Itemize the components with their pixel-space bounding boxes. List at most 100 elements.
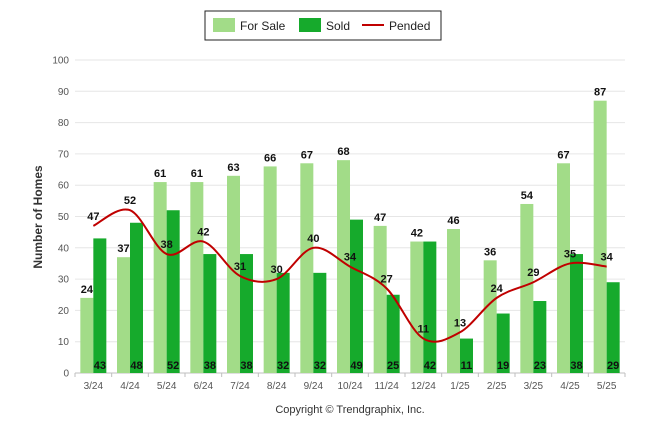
bar-sold: [276, 272, 290, 373]
y-tick-label: 80: [58, 118, 70, 129]
bar-sold: [350, 219, 363, 373]
x-tick-label: 5/25: [597, 381, 617, 392]
y-tick-label: 20: [58, 306, 70, 317]
y-tick-label: 70: [58, 149, 70, 160]
data-label-for-sale: 54: [521, 190, 534, 202]
bar-for-sale: [190, 182, 204, 373]
x-tick-label: 6/24: [194, 381, 214, 392]
data-label-pended: 34: [601, 252, 614, 264]
data-label-for-sale: 68: [337, 146, 349, 158]
pended-line: [92, 208, 607, 343]
data-label-for-sale: 67: [301, 149, 313, 161]
bar-sold: [166, 210, 180, 373]
bar-sold: [313, 272, 327, 373]
y-tick-label: 60: [58, 181, 70, 192]
bar-for-sale: [410, 241, 424, 373]
data-label-pended: 52: [124, 195, 136, 207]
bar-for-sale: [593, 100, 607, 373]
bar-sold: [570, 254, 583, 373]
data-label-sold: 52: [167, 360, 179, 372]
x-tick-label: 11/24: [375, 381, 400, 392]
x-tick-label: 5/24: [157, 381, 177, 392]
x-tick-label: 3/25: [524, 381, 544, 392]
y-axis: 0 10 20 30 40 50 60 70 80 90 100: [52, 56, 69, 380]
data-label-pended: 30: [271, 264, 283, 276]
y-tick-label: 100: [52, 56, 69, 67]
data-label-sold: 32: [314, 360, 326, 372]
legend-label-sold: Sold: [326, 19, 350, 33]
y-tick-label: 50: [58, 212, 70, 223]
x-tick-label: 12/24: [411, 381, 436, 392]
data-label-for-sale: 63: [227, 162, 239, 174]
data-label-for-sale: 66: [264, 152, 276, 164]
data-label-sold: 42: [424, 360, 436, 372]
x-tick-label: 7/24: [230, 381, 250, 392]
data-label-sold: 38: [240, 360, 252, 372]
bar-for-sale: [300, 163, 314, 373]
data-label-for-sale: 46: [447, 215, 459, 227]
x-tick-label: 9/24: [304, 381, 324, 392]
data-label-pended: 40: [307, 233, 319, 245]
legend-swatch-for-sale: [213, 18, 235, 32]
bar-for-sale: [153, 182, 167, 373]
y-axis-title: Number of Homes: [31, 165, 45, 269]
data-label-for-sale: 67: [557, 149, 569, 161]
legend-label-pended: Pended: [389, 19, 430, 33]
data-label-pended: 34: [344, 252, 357, 264]
data-label-pended: 27: [381, 273, 393, 285]
bar-for-sale: [337, 160, 350, 373]
x-tick-label: 2/25: [487, 381, 507, 392]
data-label-for-sale: 42: [411, 228, 423, 240]
bar-for-sale: [80, 297, 94, 373]
bar-for-sale: [117, 257, 130, 373]
data-label-sold: 23: [534, 360, 546, 372]
data-label-pended: 47: [87, 211, 99, 223]
data-label-sold: 32: [277, 360, 289, 372]
bar-sold: [606, 282, 620, 373]
legend-label-for-sale: For Sale: [240, 19, 286, 33]
x-tick-label: 3/24: [84, 381, 104, 392]
data-label-for-sale: 36: [484, 246, 496, 258]
bar-sold: [423, 241, 437, 373]
y-tick-label: 0: [63, 369, 69, 380]
data-label-pended: 13: [454, 317, 466, 329]
data-label-pended: 31: [234, 261, 246, 273]
bar-sold: [533, 301, 547, 373]
bar-for-sale: [263, 166, 277, 373]
data-label-sold: 19: [497, 360, 509, 372]
bar-for-sale: [557, 163, 570, 373]
bar-for-sale: [447, 229, 460, 373]
x-tick-label: 10/24: [337, 381, 362, 392]
bar-for-sale: [520, 203, 534, 373]
data-label-for-sale: 87: [594, 87, 606, 99]
bar-for-sale: [227, 175, 240, 373]
data-label-pended: 38: [161, 239, 173, 251]
bar-for-sale: [483, 260, 497, 373]
x-axis: 3/24 4/24 5/24 6/24 7/24 8/24 9/24 10/24 11/24 12…: [74, 373, 626, 392]
bar-sold: [203, 254, 217, 373]
data-label-sold: 49: [350, 360, 362, 372]
x-tick-label: 4/24: [120, 381, 140, 392]
bar-sold: [93, 238, 107, 373]
data-label-pended: 35: [564, 248, 576, 260]
bar-for-sale: [373, 225, 387, 373]
legend: For Sale Sold Pended: [204, 10, 442, 41]
bars: [80, 100, 620, 373]
bar-sold: [460, 338, 473, 373]
data-label-sold: 48: [130, 360, 142, 372]
data-label-sold: 43: [94, 360, 106, 372]
bar-sold: [386, 294, 400, 373]
legend-swatch-sold: [299, 18, 321, 32]
y-tick-label: 30: [58, 275, 70, 286]
data-label-sold: 11: [461, 360, 473, 372]
data-label-sold: 38: [570, 360, 582, 372]
bar-sold: [496, 313, 510, 373]
data-labels: 24 43 47 37 48 52 61 52 38 61 38 42 63 38 31 66 32 30 67 32…: [81, 87, 620, 372]
y-tick-label: 90: [58, 87, 70, 98]
data-label-for-sale: 61: [191, 168, 203, 180]
data-label-pended: 24: [491, 283, 504, 295]
pended-line-path: [92, 208, 607, 343]
bar-sold: [130, 222, 143, 373]
data-label-pended: 42: [197, 227, 209, 239]
bar-sold: [240, 254, 253, 373]
